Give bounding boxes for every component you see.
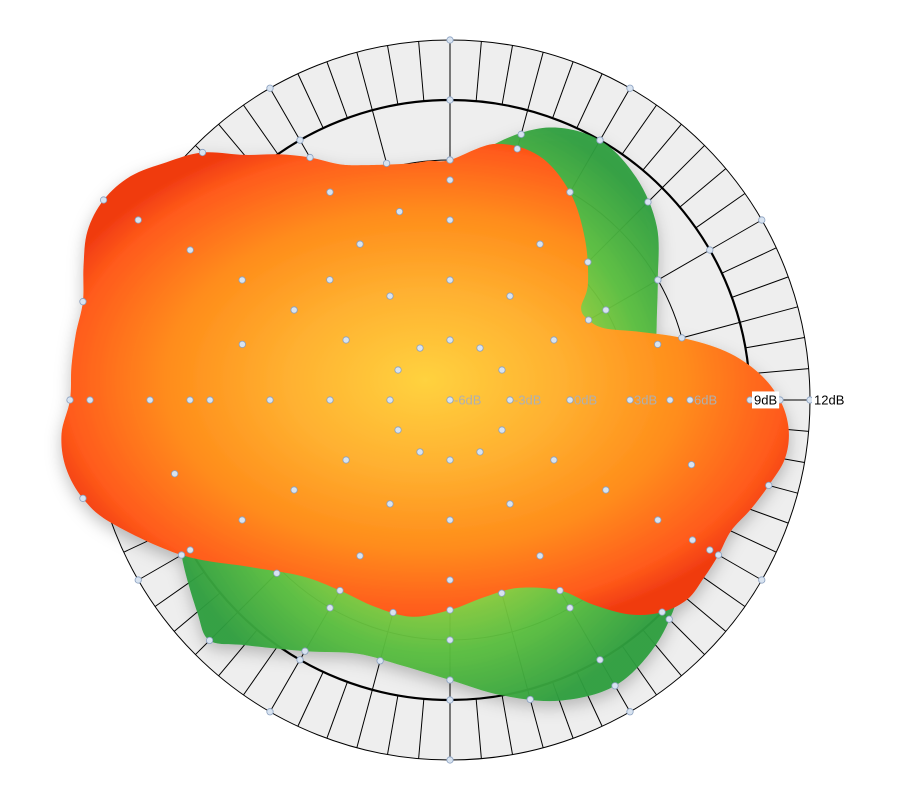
axis-label: -6dB <box>454 392 481 407</box>
axis-label: 12dB <box>814 392 844 407</box>
axis-label: 3dB <box>634 392 657 407</box>
axis-label: 9dB <box>754 392 777 407</box>
axis-label: 6dB <box>694 392 717 407</box>
polar-radiation-chart: -6dB -3dB 0dB 3dB 6dB 9dB 12dB <box>0 0 900 800</box>
axis-label: 0dB <box>574 392 597 407</box>
axis-label: -3dB <box>514 392 541 407</box>
